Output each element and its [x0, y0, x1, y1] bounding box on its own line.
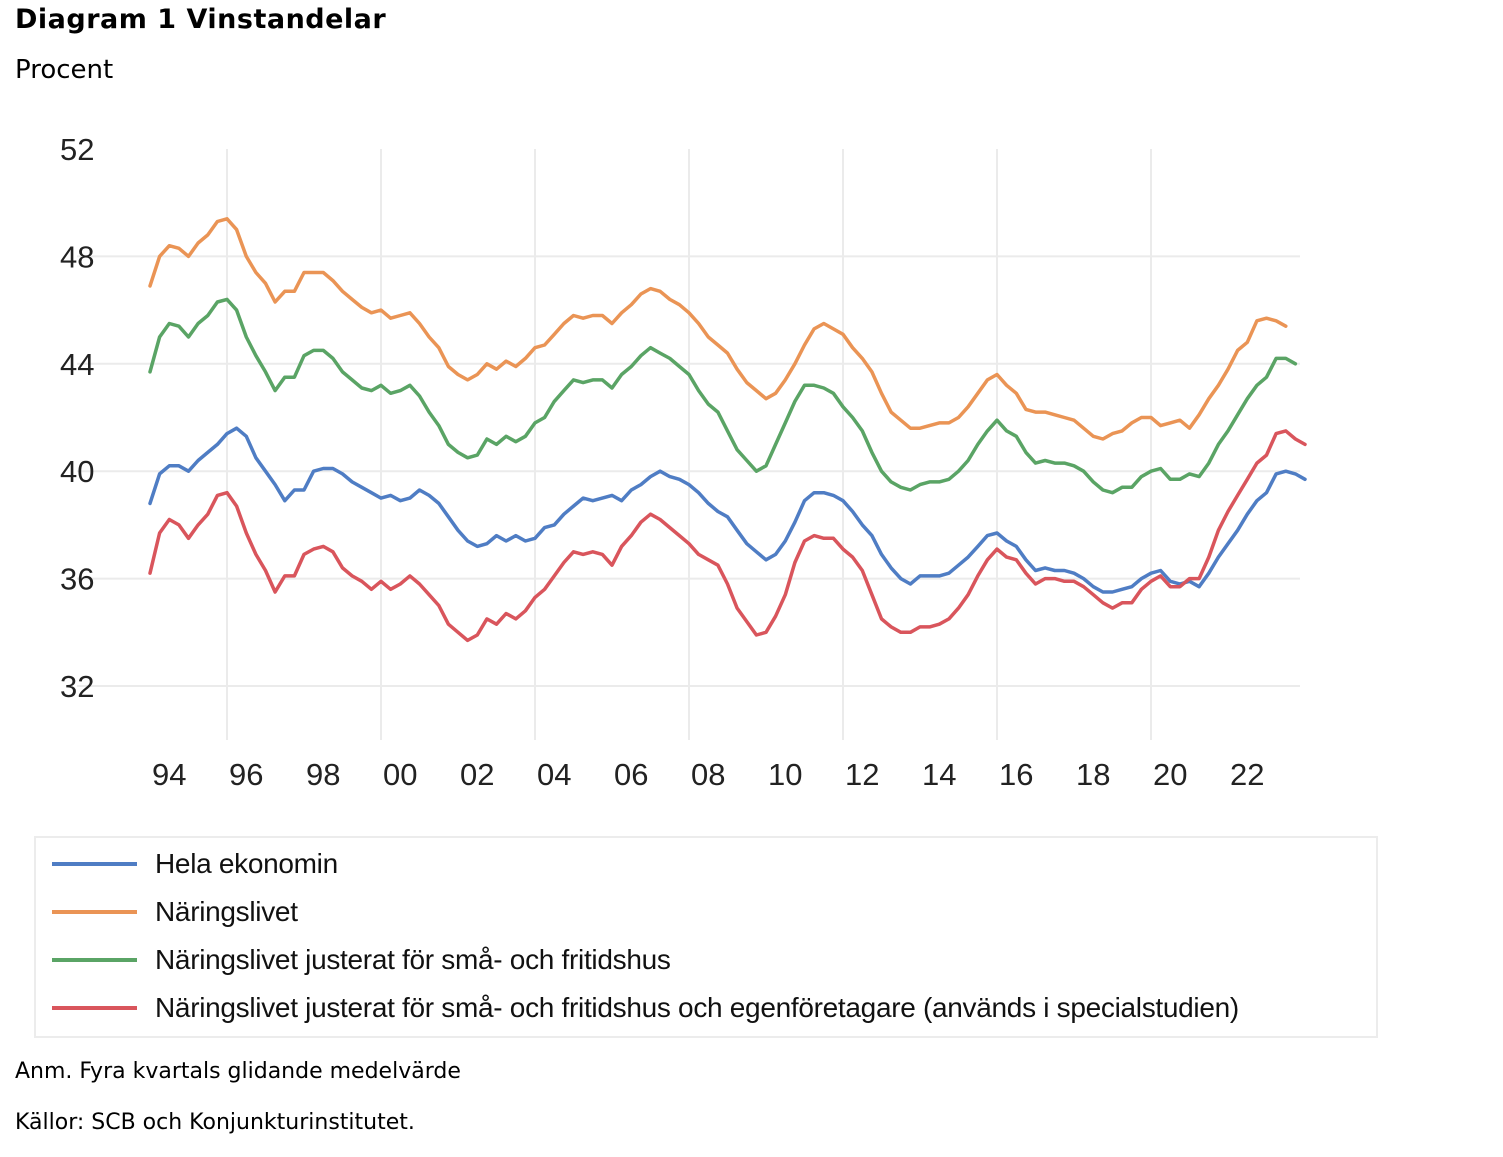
legend-label: Näringslivet [155, 896, 298, 927]
y-tick-label: 36 [60, 562, 94, 597]
legend-swatch-orange [52, 910, 137, 914]
x-tick-label: 16 [999, 757, 1033, 792]
x-tick-label: 08 [691, 757, 725, 792]
legend-swatch-green [52, 958, 137, 962]
legend-swatch-blue [52, 862, 137, 866]
y-tick-label: 48 [60, 239, 94, 274]
series-line-3 [148, 429, 1307, 643]
x-tick-label: 20 [1153, 757, 1187, 792]
x-tick-label: 98 [306, 757, 340, 792]
legend-item-naringslivet-justerat-egenforetagare: Näringslivet justerat för små- och friti… [52, 988, 1239, 1028]
y-tick-label: 40 [60, 454, 94, 489]
legend-label: Hela ekonomin [155, 848, 338, 879]
chart-legend: Hela ekonomin Näringslivet Näringslivet … [34, 836, 1378, 1038]
x-tick-label: 14 [922, 757, 956, 792]
series-line-1 [148, 217, 1288, 441]
legend-item-naringslivet-justerat: Näringslivet justerat för små- och friti… [52, 940, 671, 980]
x-tick-label: 94 [152, 757, 186, 792]
x-tick-label: 04 [537, 757, 571, 792]
line-chart: 32 36 40 44 48 52 94 96 98 00 02 04 06 08 10 12 14 16 18 2… [60, 132, 1307, 792]
series-lines [148, 217, 1307, 643]
legend-swatch-red [52, 1006, 137, 1010]
chart-unit-label: Procent [15, 55, 114, 85]
x-tick-label: 22 [1230, 757, 1264, 792]
chart-sources: Källor: SCB och Konjunkturinstitutet. [15, 1110, 415, 1135]
legend-item-naringslivet: Näringslivet [52, 892, 298, 932]
x-tick-label: 12 [845, 757, 879, 792]
x-tick-label: 96 [229, 757, 263, 792]
series-line-0 [148, 426, 1307, 594]
y-tick-label: 32 [60, 669, 94, 704]
x-tick-label: 00 [383, 757, 417, 792]
x-tick-label: 10 [768, 757, 802, 792]
chart-note: Anm. Fyra kvartals glidande medelvärde [15, 1059, 461, 1084]
y-tick-label: 44 [60, 347, 94, 382]
gridlines [77, 149, 1300, 740]
series-line-2 [148, 297, 1298, 495]
legend-item-hela-ekonomin: Hela ekonomin [52, 844, 338, 884]
y-tick-label: 52 [60, 132, 94, 167]
x-tick-label: 06 [614, 757, 648, 792]
x-tick-label: 18 [1076, 757, 1110, 792]
legend-label: Näringslivet justerat för små- och friti… [155, 944, 671, 975]
x-axis-ticks: 94 96 98 00 02 04 06 08 10 12 14 16 18 20 22 [152, 757, 1264, 792]
y-axis-ticks: 32 36 40 44 48 52 [60, 132, 94, 704]
legend-label: Näringslivet justerat för små- och friti… [155, 992, 1239, 1023]
chart-title: Diagram 1 Vinstandelar [15, 4, 387, 35]
x-tick-label: 02 [460, 757, 494, 792]
